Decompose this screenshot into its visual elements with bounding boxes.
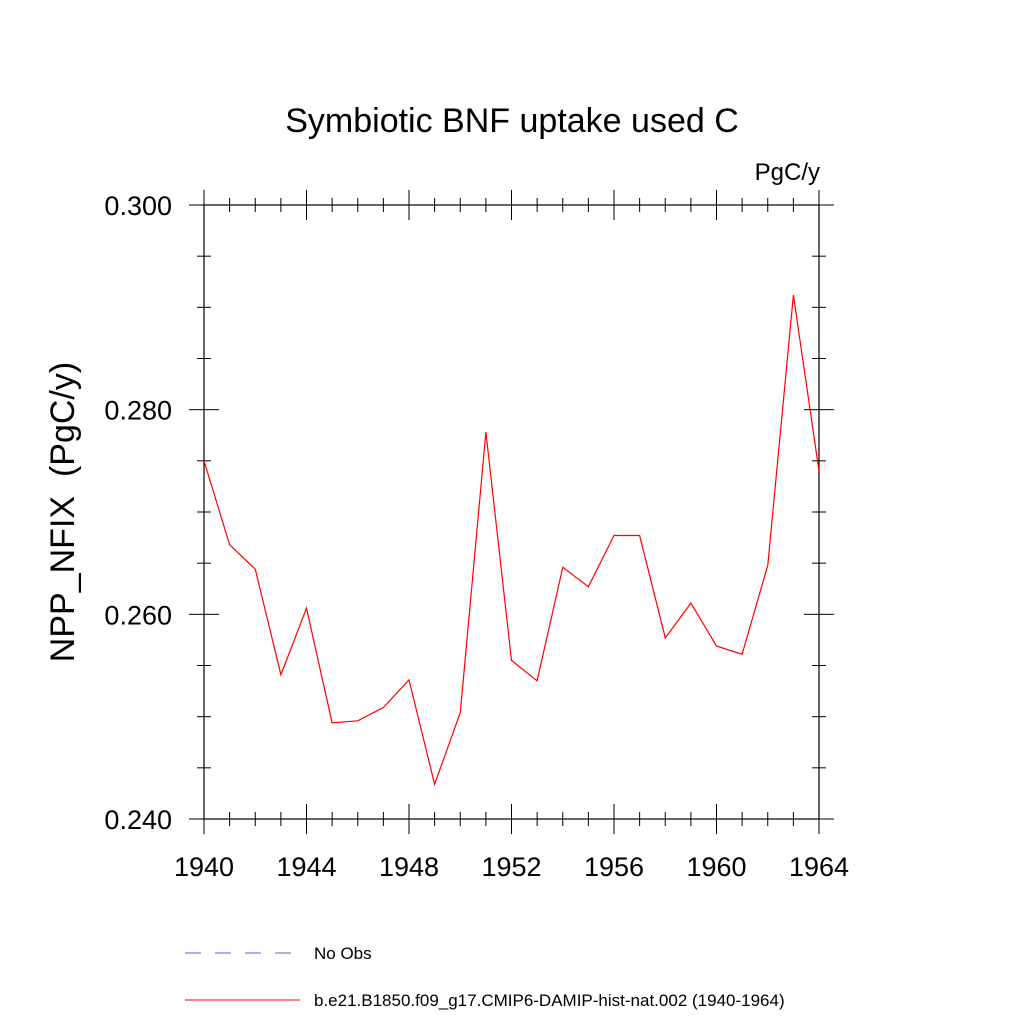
units-label: PgC/y [755,159,820,186]
y-axis-label: NPP_NFIX (PgC/y) [44,362,82,662]
x-tick-label: 1940 [174,852,234,882]
series-line [203,295,820,787]
series-lines [203,295,820,787]
axis-tick-labels: 1940 1944 1948 1952 1956 1960 1964 0.240 0.260 0.… [104,191,849,882]
legend-label: b.e21.B1850.f09_g17.CMIP6-DAMIP-hist-nat… [314,991,785,1010]
axis-ticks [189,190,834,834]
legend: No Obs b.e21.B1850.f09_g17.CMIP6-DAMIP-hi… [185,944,785,1010]
x-tick-label: 1960 [686,852,746,882]
plot-frame [203,204,820,820]
y-tick-label: 0.280 [104,396,172,426]
x-tick-label: 1956 [584,852,644,882]
chart-title: Symbiotic BNF uptake used C [285,102,739,140]
x-tick-label: 1964 [789,852,849,882]
y-tick-label: 0.260 [104,600,172,630]
x-tick-label: 1944 [276,852,336,882]
y-tick-label: 0.240 [104,805,172,835]
legend-label: No Obs [314,944,372,963]
x-tick-label: 1952 [481,852,541,882]
y-tick-label: 0.300 [104,191,172,221]
x-tick-label: 1948 [379,852,439,882]
